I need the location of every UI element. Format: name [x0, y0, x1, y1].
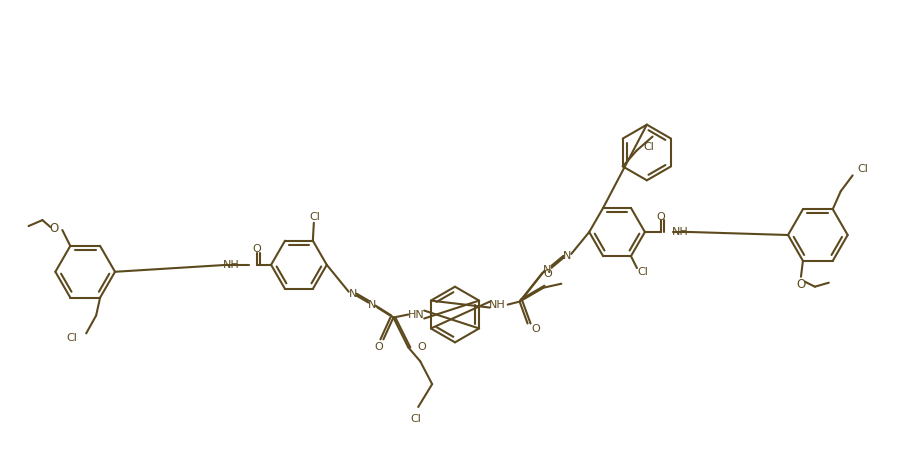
- Text: HN: HN: [408, 309, 425, 319]
- Text: N: N: [348, 289, 357, 299]
- Text: N: N: [563, 251, 571, 261]
- Text: Cl: Cl: [411, 414, 422, 424]
- Text: N: N: [368, 300, 376, 309]
- Text: O: O: [543, 269, 552, 279]
- Text: Cl: Cl: [638, 267, 649, 277]
- Text: NH: NH: [489, 300, 507, 309]
- Text: Cl: Cl: [310, 212, 321, 222]
- Text: NH: NH: [672, 227, 689, 237]
- Text: Cl: Cl: [643, 141, 654, 152]
- Text: Cl: Cl: [67, 333, 77, 343]
- Text: O: O: [418, 342, 426, 352]
- Text: O: O: [531, 325, 540, 334]
- Text: O: O: [252, 244, 261, 254]
- Text: Cl: Cl: [857, 164, 868, 174]
- Text: O: O: [50, 221, 59, 235]
- Text: O: O: [657, 212, 665, 222]
- Text: N: N: [543, 265, 552, 275]
- Text: NH: NH: [222, 260, 240, 270]
- Text: O: O: [374, 342, 383, 352]
- Text: O: O: [796, 278, 805, 291]
